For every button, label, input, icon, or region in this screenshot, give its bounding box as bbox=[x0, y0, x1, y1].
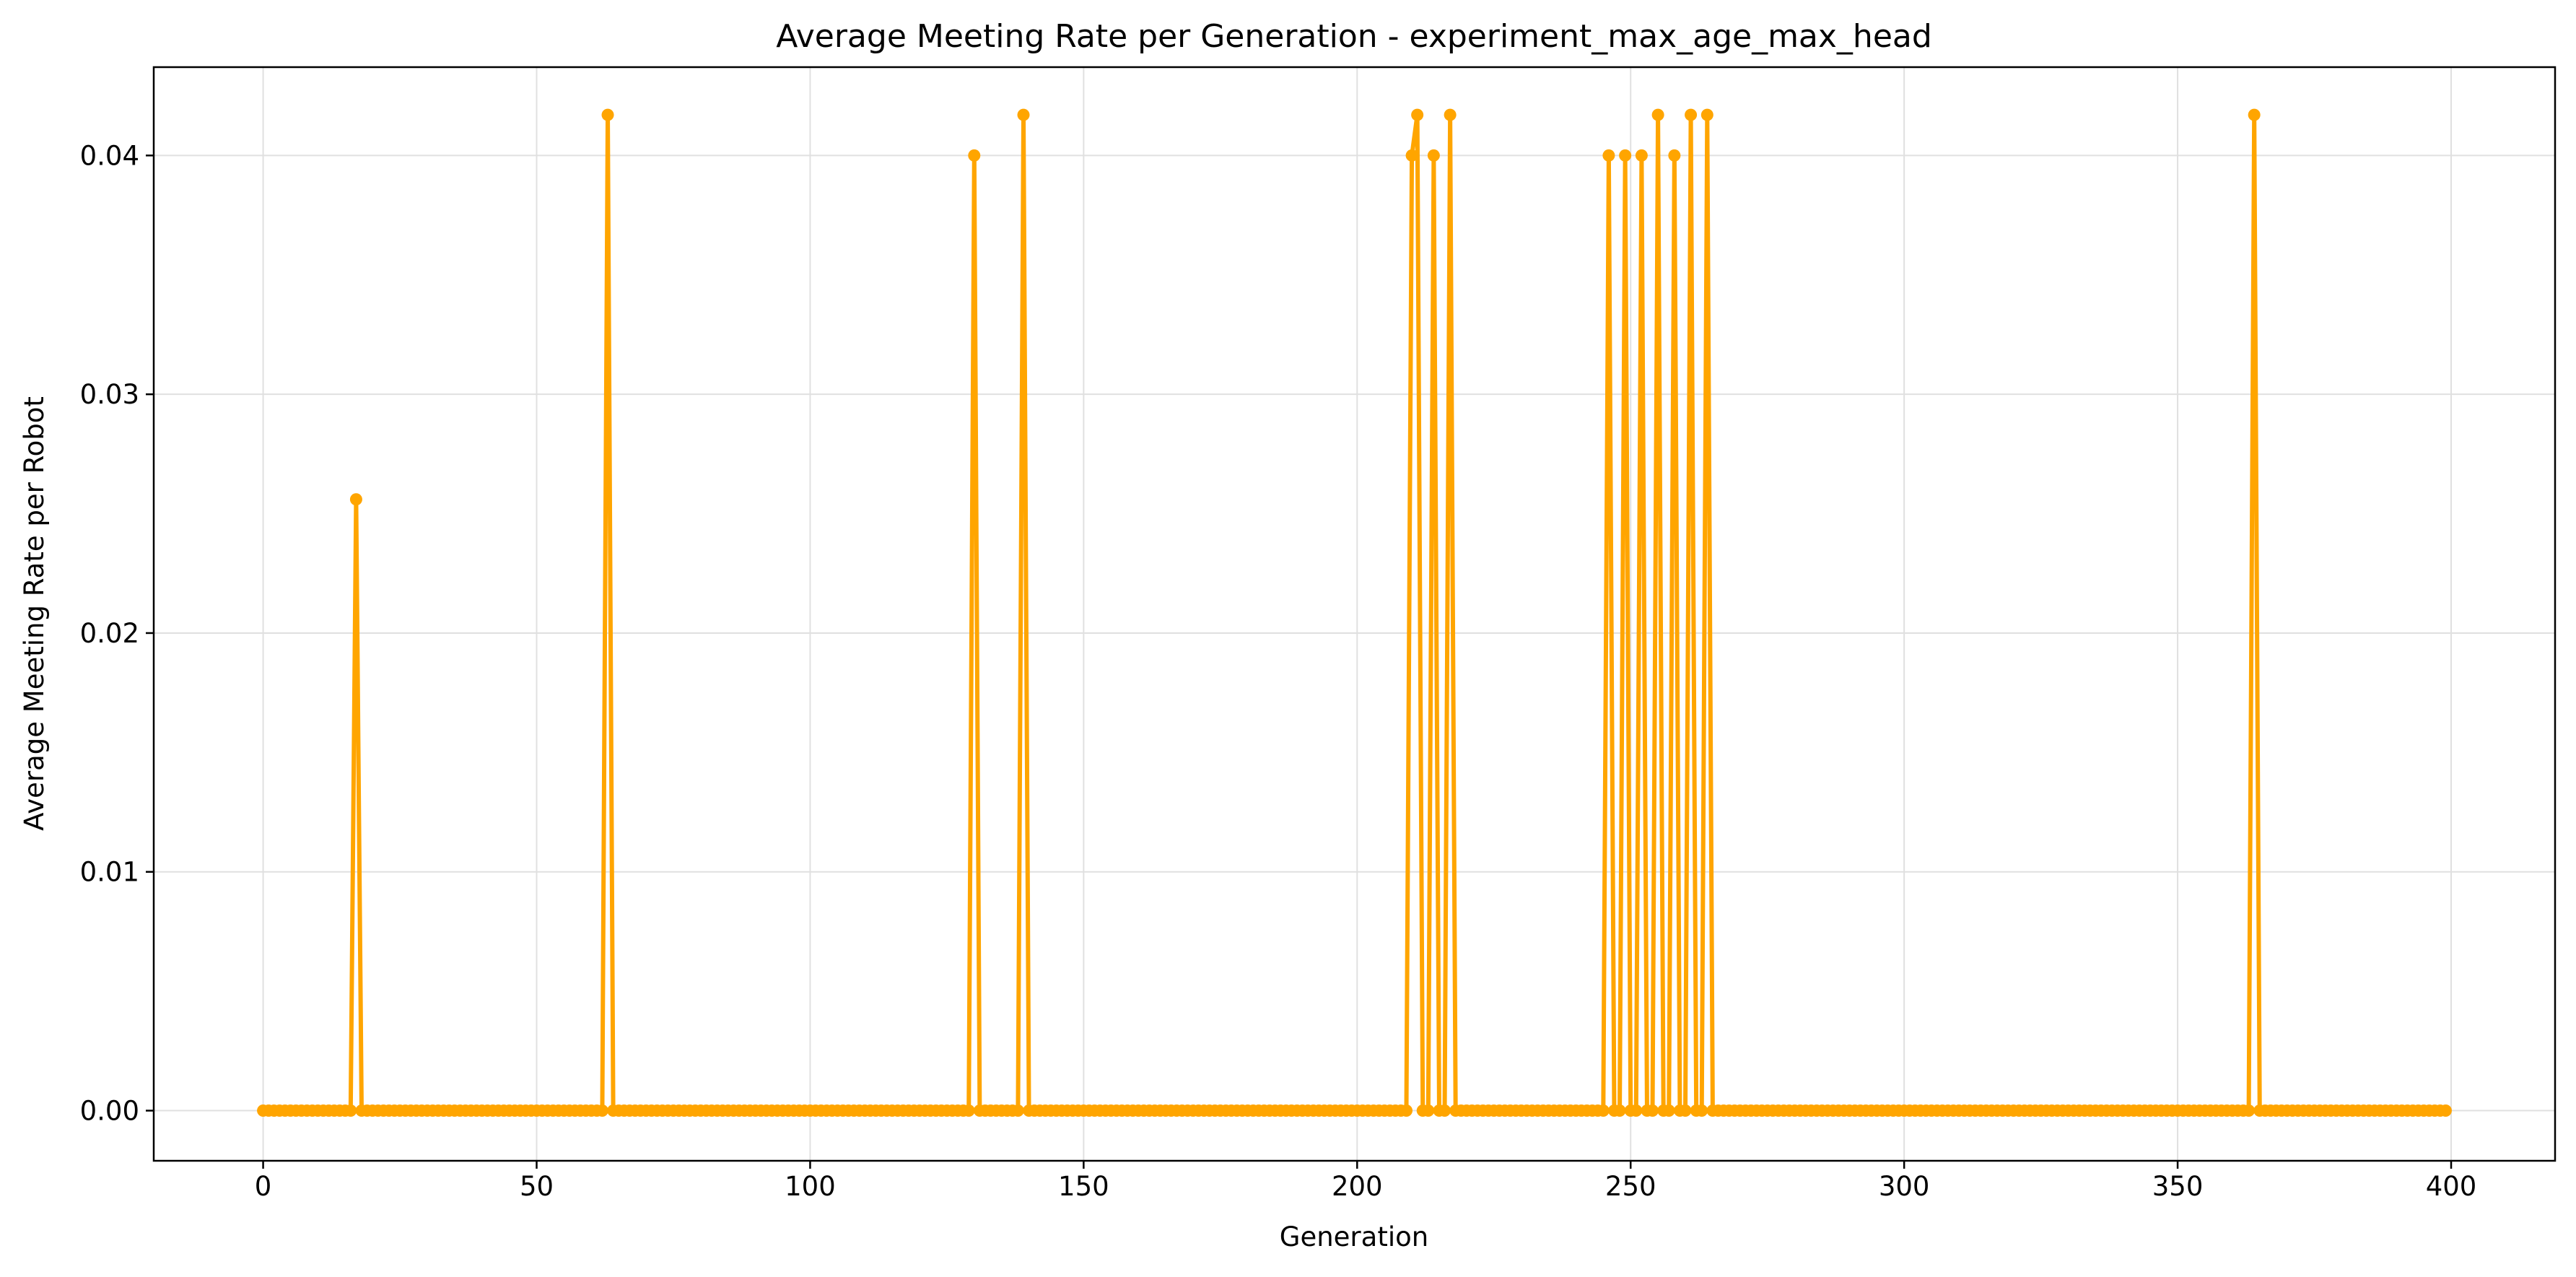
data-point bbox=[2248, 108, 2261, 121]
plot-frame bbox=[152, 66, 2557, 1162]
y-axis: 0.00 0.01 0.02 0.03 0.04 bbox=[80, 140, 154, 1127]
y-tick-label: 0.02 bbox=[80, 618, 139, 649]
y-tick-label: 0.04 bbox=[80, 140, 139, 171]
x-tick-label: 300 bbox=[1879, 1171, 1930, 1202]
data-point bbox=[1662, 1104, 1675, 1117]
grid bbox=[154, 67, 2555, 1161]
x-tick-label: 150 bbox=[1058, 1171, 1109, 1202]
data-point bbox=[1602, 149, 1615, 162]
data-point bbox=[968, 149, 981, 162]
data-point bbox=[1651, 108, 1664, 121]
data-point bbox=[1613, 1104, 1626, 1117]
data-point bbox=[1597, 1104, 1610, 1117]
series-path bbox=[263, 113, 2446, 1113]
data-point bbox=[1685, 108, 1698, 121]
y-axis-label: Average Meeting Rate per Robot bbox=[19, 396, 50, 831]
data-point bbox=[1679, 1104, 1692, 1117]
data-point bbox=[1438, 1104, 1451, 1117]
x-tick-label: 0 bbox=[255, 1171, 272, 1202]
data-point bbox=[1695, 1104, 1708, 1117]
data-point bbox=[1422, 1104, 1435, 1117]
data-point bbox=[1405, 149, 1418, 162]
data-point bbox=[962, 1104, 975, 1117]
data-point bbox=[1668, 149, 1681, 162]
chart-title: Average Meeting Rate per Generation - ex… bbox=[776, 18, 1932, 55]
data-point bbox=[1427, 149, 1440, 162]
data-point bbox=[595, 1104, 608, 1117]
data-point bbox=[1635, 149, 1648, 162]
data-point bbox=[1444, 108, 1457, 121]
x-tick-label: 100 bbox=[785, 1171, 836, 1202]
data-point bbox=[1411, 108, 1424, 121]
data-point bbox=[1700, 108, 1713, 121]
data-point bbox=[1646, 1104, 1659, 1117]
data-point bbox=[1619, 149, 1632, 162]
data-point bbox=[349, 493, 362, 506]
x-tick-label: 250 bbox=[1605, 1171, 1656, 1202]
series-line bbox=[257, 108, 2452, 1117]
x-tick-label: 50 bbox=[520, 1171, 554, 1202]
y-tick-label: 0.00 bbox=[80, 1096, 139, 1127]
data-point bbox=[601, 108, 614, 121]
x-axis: 0 50 100 150 200 250 300 350 400 bbox=[255, 1161, 2477, 1202]
data-point bbox=[1400, 1104, 1413, 1117]
y-tick-label: 0.01 bbox=[80, 857, 139, 888]
x-axis-label: Generation bbox=[1280, 1221, 1428, 1252]
y-tick-label: 0.03 bbox=[80, 379, 139, 410]
x-tick-label: 400 bbox=[2426, 1171, 2477, 1202]
data-point bbox=[344, 1104, 357, 1117]
data-point bbox=[1017, 108, 1030, 121]
x-tick-label: 350 bbox=[2152, 1171, 2204, 1202]
x-tick-label: 200 bbox=[1332, 1171, 1383, 1202]
data-point bbox=[1011, 1104, 1024, 1117]
data-point bbox=[2439, 1104, 2452, 1117]
data-point bbox=[1630, 1104, 1643, 1117]
data-point bbox=[2243, 1104, 2256, 1117]
